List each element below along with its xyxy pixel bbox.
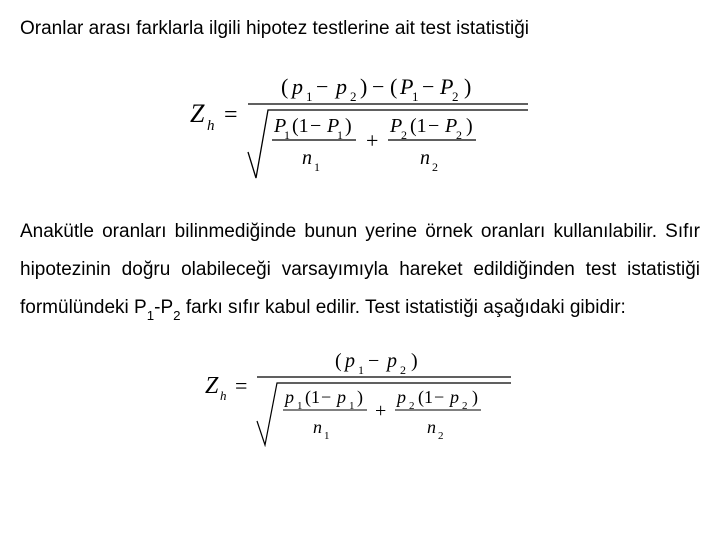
svg-text:−: −	[434, 387, 444, 407]
svg-text:): )	[466, 115, 473, 137]
body-paragraph: Anakütle oranları bilinmediğinde bunun y…	[20, 213, 700, 327]
svg-text:1: 1	[412, 89, 419, 104]
svg-text:2: 2	[432, 160, 438, 174]
svg-text:): )	[464, 74, 471, 99]
svg-text:(: (	[390, 74, 397, 99]
f1-plus: +	[366, 128, 378, 153]
f2-den-frac2: p 2 (1 − p 2 ) n 2	[395, 387, 481, 442]
f1-lhs-sub: h	[207, 118, 215, 134]
f2-equals: =	[235, 373, 247, 398]
svg-text:−: −	[428, 115, 439, 137]
body-sub2: 2	[173, 308, 180, 323]
f1-den-frac1: P 1 (1 − P 1 ) n 1	[272, 115, 356, 174]
svg-text:1: 1	[314, 160, 320, 174]
f2-den-frac1: p 1 (1 − p 1 ) n 1	[283, 387, 367, 442]
body-sub1: 1	[147, 308, 154, 323]
svg-text:2: 2	[452, 89, 459, 104]
f1-sqrt	[248, 110, 528, 178]
f2-numerator: ( p 1 − p 2 )	[335, 350, 418, 377]
svg-text:p: p	[395, 387, 406, 407]
f2-lhs-sub: h	[220, 388, 227, 403]
svg-text:1: 1	[306, 89, 313, 104]
f1-equals: =	[224, 102, 238, 128]
f2-lhs: Z	[205, 373, 219, 399]
svg-text:): )	[345, 115, 352, 137]
svg-text:): )	[472, 387, 478, 408]
svg-text:): )	[360, 74, 367, 99]
svg-text:(1: (1	[292, 115, 309, 137]
f2-plus: +	[375, 400, 386, 422]
svg-text:1: 1	[358, 363, 364, 377]
svg-text:n: n	[302, 147, 312, 169]
svg-text:): )	[411, 350, 418, 372]
svg-text:): )	[357, 387, 363, 408]
svg-text:n: n	[313, 417, 322, 437]
f1-den-frac2: P 2 (1 − P 2 ) n 2	[388, 115, 476, 174]
svg-text:p: p	[283, 387, 294, 407]
svg-text:2: 2	[400, 363, 406, 377]
svg-text:(1: (1	[305, 387, 320, 408]
formula-1: Z h = ( p 1 − p 2 ) − ( P 1	[20, 60, 700, 185]
svg-text:p: p	[290, 74, 303, 99]
svg-text:−: −	[321, 387, 331, 407]
svg-text:−: −	[368, 350, 379, 372]
svg-text:(: (	[281, 74, 288, 99]
svg-text:p: p	[334, 74, 347, 99]
body-part2: farkı sıfır kabul edilir. Test istatisti…	[181, 297, 626, 318]
document-page: Oranlar arası farklarla ilgili hipotez t…	[0, 0, 720, 490]
svg-text:n: n	[420, 147, 430, 169]
svg-text:p: p	[385, 350, 397, 372]
svg-text:p: p	[448, 387, 459, 407]
svg-text:(1: (1	[410, 115, 427, 137]
heading-text: Oranlar arası farklarla ilgili hipotez t…	[20, 18, 700, 40]
svg-text:(: (	[335, 350, 342, 372]
svg-text:n: n	[427, 417, 436, 437]
f1-numerator: ( p 1 − p 2 ) − ( P 1 − P 2 )	[281, 74, 471, 104]
body-mid1: -P	[154, 297, 173, 318]
svg-text:−: −	[310, 115, 321, 137]
svg-text:−: −	[316, 74, 328, 99]
svg-text:−: −	[422, 74, 434, 99]
svg-text:2: 2	[350, 89, 357, 104]
svg-text:p: p	[335, 387, 346, 407]
svg-text:2: 2	[438, 430, 444, 442]
svg-text:1: 1	[324, 430, 330, 442]
f1-lhs: Z	[190, 99, 205, 128]
svg-text:p: p	[343, 350, 355, 372]
svg-text:(1: (1	[418, 387, 433, 408]
svg-text:−: −	[372, 74, 384, 99]
formula-2: Z h = ( p 1 − p 2 )	[20, 337, 700, 452]
